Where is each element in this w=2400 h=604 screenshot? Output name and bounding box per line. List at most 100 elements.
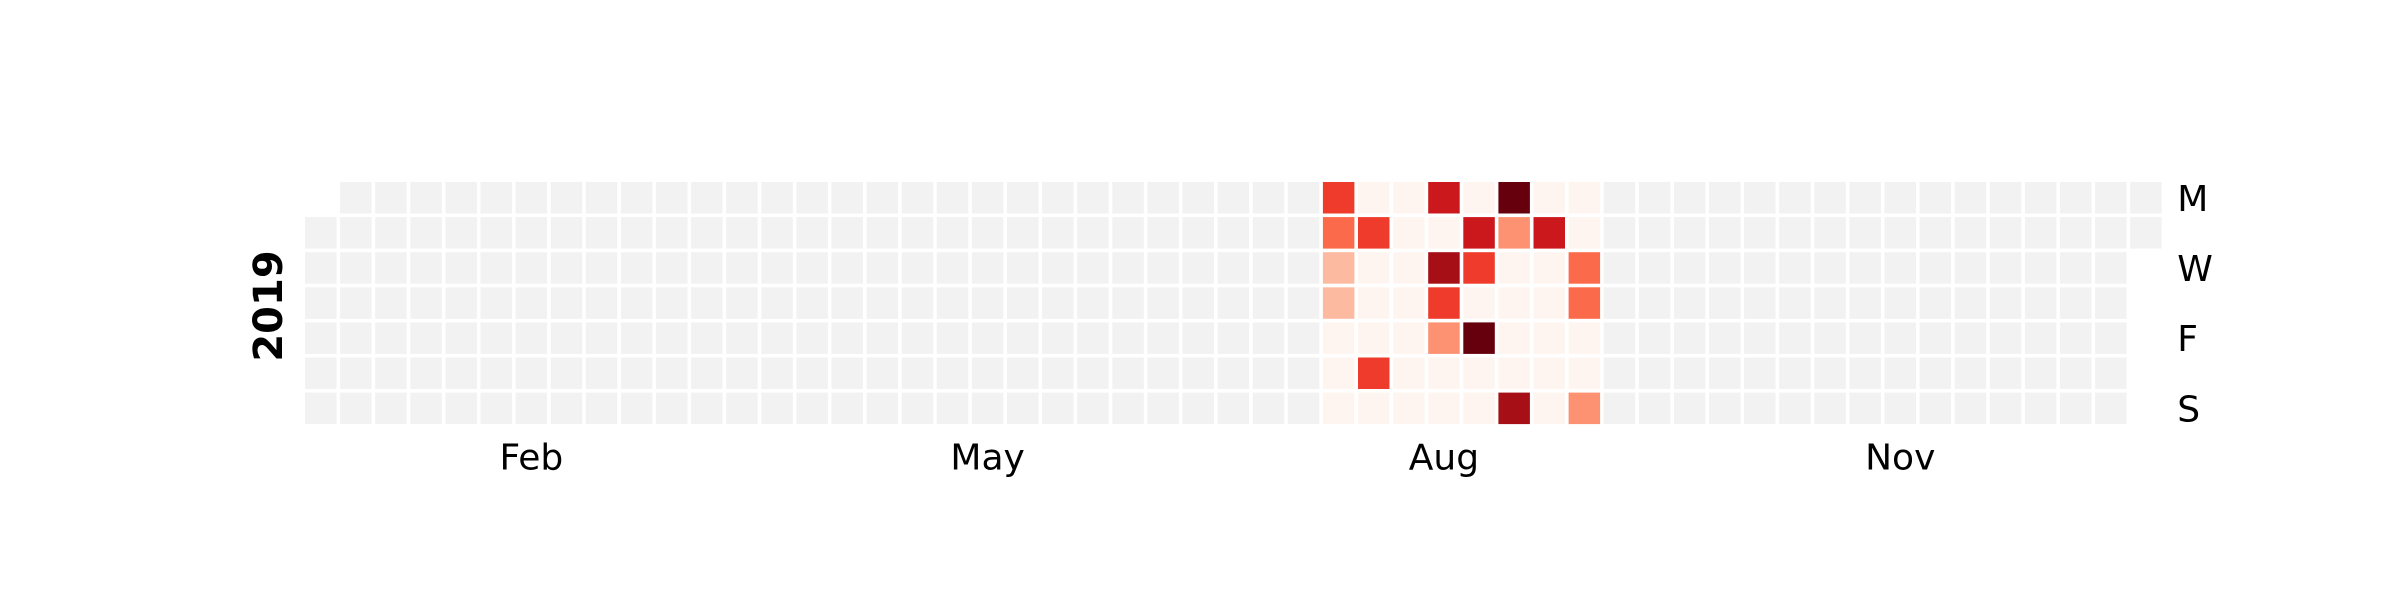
day-cell xyxy=(1463,252,1495,284)
day-cell xyxy=(1779,287,1811,319)
day-cell xyxy=(866,217,899,249)
day-cell xyxy=(1077,357,1109,389)
day-cell xyxy=(1358,392,1390,425)
day-cell xyxy=(410,322,442,354)
day-cell xyxy=(971,217,1004,249)
day-cell xyxy=(1814,322,1846,354)
day-cell xyxy=(2130,182,2162,214)
day-cell xyxy=(656,217,688,249)
day-cell xyxy=(1007,357,1039,389)
day-cell xyxy=(656,357,688,389)
day-cell xyxy=(901,252,934,284)
day-cell xyxy=(1077,252,1109,284)
day-cell xyxy=(726,217,758,249)
day-cell xyxy=(1568,392,1601,425)
day-cell xyxy=(375,357,407,389)
day-cell xyxy=(656,392,688,425)
day-cell xyxy=(1744,182,1776,214)
day-cell xyxy=(936,287,969,319)
day-cell xyxy=(1358,252,1390,284)
day-cell xyxy=(1007,322,1039,354)
day-cell xyxy=(1287,217,1320,249)
day-cell xyxy=(1322,252,1355,284)
day-cell xyxy=(691,252,723,284)
day-cell xyxy=(656,182,688,214)
day-cell xyxy=(1393,287,1425,319)
day-cell xyxy=(1779,217,1811,249)
day-cell xyxy=(585,252,618,284)
day-cell xyxy=(1744,252,1776,284)
day-cell xyxy=(656,287,688,319)
day-cell xyxy=(1147,322,1179,354)
day-cell xyxy=(936,252,969,284)
day-cell xyxy=(620,182,653,214)
day-cell xyxy=(305,252,337,284)
day-cell xyxy=(1322,182,1355,214)
day-cell xyxy=(1322,357,1355,389)
day-cell xyxy=(1603,287,1636,319)
day-cell xyxy=(585,287,618,319)
day-cell xyxy=(2095,392,2127,425)
day-cell xyxy=(1779,357,1811,389)
day-cell xyxy=(445,357,477,389)
day-cell xyxy=(971,322,1004,354)
day-cell xyxy=(866,357,899,389)
day-cell xyxy=(1744,392,1776,425)
day-cell xyxy=(2095,322,2127,354)
day-cell xyxy=(1428,252,1460,284)
day-cell xyxy=(480,217,512,249)
day-cell xyxy=(1814,392,1846,425)
day-cell xyxy=(1252,392,1285,425)
day-cell xyxy=(1042,357,1074,389)
day-cell xyxy=(1814,182,1846,214)
day-cell xyxy=(726,182,758,214)
day-cell xyxy=(550,182,583,214)
day-cell xyxy=(1989,217,2022,249)
day-cell xyxy=(2024,287,2057,319)
day-cell xyxy=(620,322,653,354)
day-cell xyxy=(1568,252,1601,284)
day-cell xyxy=(1849,287,1881,319)
day-cell xyxy=(1182,392,1214,425)
day-cell xyxy=(2060,357,2092,389)
day-cell xyxy=(831,357,863,389)
day-cell xyxy=(1428,287,1460,319)
day-cell xyxy=(726,322,758,354)
day-cell xyxy=(901,392,934,425)
day-cell xyxy=(1919,392,1952,425)
day-cell xyxy=(1709,182,1741,214)
day-cell xyxy=(1287,252,1320,284)
day-cell xyxy=(1849,357,1881,389)
day-cell xyxy=(1884,322,1916,354)
day-cell xyxy=(1042,392,1074,425)
day-cell xyxy=(726,287,758,319)
day-cell xyxy=(1322,322,1355,354)
day-cell xyxy=(1112,252,1144,284)
day-cell xyxy=(1779,182,1811,214)
day-cell xyxy=(726,252,758,284)
day-cell xyxy=(585,357,618,389)
day-cell xyxy=(831,217,863,249)
day-cell xyxy=(1709,287,1741,319)
day-cell xyxy=(1533,322,1565,354)
day-cell xyxy=(1428,392,1460,425)
day-cell xyxy=(340,392,372,425)
day-cell xyxy=(1112,182,1144,214)
day-cell xyxy=(1954,322,1987,354)
weekday-label: M xyxy=(2177,179,2208,220)
day-cell xyxy=(410,287,442,319)
day-cell xyxy=(1217,252,1250,284)
day-cell xyxy=(691,357,723,389)
day-cell xyxy=(761,287,793,319)
day-cell xyxy=(1252,182,1285,214)
day-cell xyxy=(1147,357,1179,389)
day-cell xyxy=(2095,252,2127,284)
day-cell xyxy=(340,217,372,249)
day-cell xyxy=(761,392,793,425)
day-cell xyxy=(1007,182,1039,214)
day-cell xyxy=(2024,182,2057,214)
day-cell xyxy=(1884,287,1916,319)
day-cell xyxy=(445,217,477,249)
day-cell xyxy=(1779,252,1811,284)
day-cell xyxy=(1428,217,1460,249)
